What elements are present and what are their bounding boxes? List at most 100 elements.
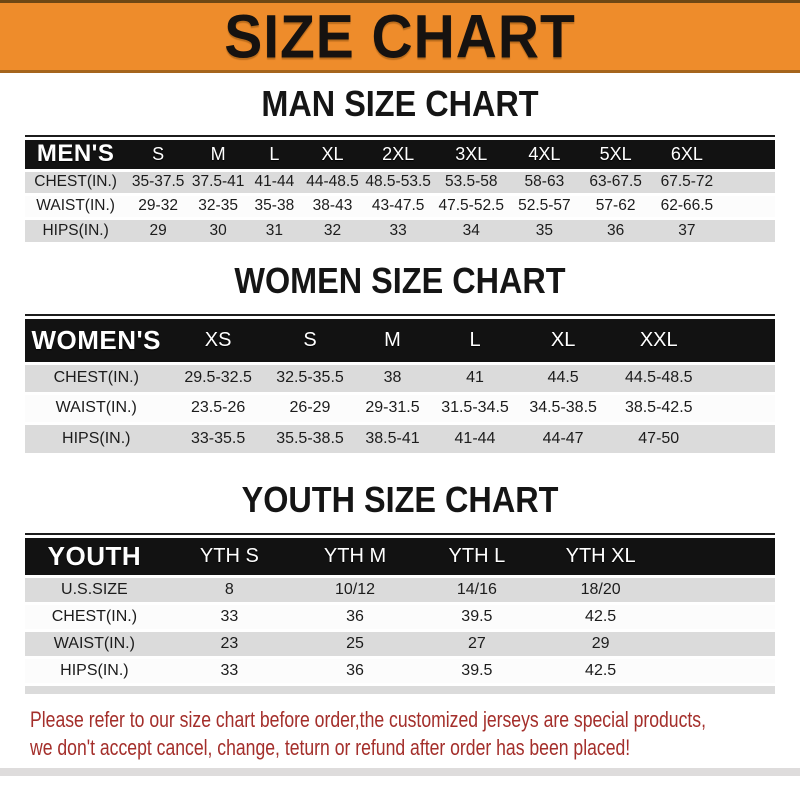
- header-cell: L: [433, 319, 517, 363]
- value-cell: 67.5-72: [651, 168, 723, 194]
- header-cell: YTH L: [415, 538, 539, 576]
- value-cell: 37: [651, 216, 723, 242]
- value-cell: 31.5-34.5: [433, 391, 517, 423]
- value-cell: 37.5-41: [190, 168, 247, 194]
- table-header-row: YOUTH YTH S YTH M YTH L YTH XL: [25, 538, 775, 576]
- youth-size-table: YOUTH YTH S YTH M YTH L YTH XL U.S.SIZE …: [25, 533, 775, 694]
- row-label-cell: CHEST(IN.): [25, 601, 164, 630]
- page-title: SIZE CHART: [224, 1, 576, 71]
- value-cell: 53.5-58: [433, 168, 509, 194]
- men-section-heading: MAN SIZE CHART: [0, 86, 800, 123]
- value-cell: 25: [295, 628, 415, 657]
- row-label-cell: HIPS(IN.): [25, 216, 127, 242]
- table-row: HIPS(IN.) 33 36 39.5 42.5: [25, 655, 775, 684]
- header-cell: XL: [302, 140, 363, 170]
- value-cell: 36: [295, 601, 415, 630]
- row-label-cell: WAIST(IN.): [25, 192, 127, 218]
- header-cell: 5XL: [580, 140, 652, 170]
- value-cell: 43-47.5: [362, 192, 434, 218]
- value-cell: 38-43: [302, 192, 363, 218]
- value-cell: 44-48.5: [302, 168, 363, 194]
- spacer-cell: [662, 655, 775, 684]
- header-cell: YOUTH: [25, 538, 164, 576]
- value-cell: 35: [508, 216, 580, 242]
- value-cell: 48.5-53.5: [362, 168, 434, 194]
- women-heading-text: WOMEN SIZE CHART: [234, 260, 566, 301]
- row-label-cell: CHEST(IN.): [25, 168, 127, 194]
- value-cell: 26-29: [268, 391, 352, 423]
- disclaimer-note: Please refer to our size chart before or…: [0, 706, 800, 762]
- value-cell: 58-63: [508, 168, 580, 194]
- women-section-heading: WOMEN SIZE CHART: [0, 260, 800, 301]
- table-row: WAIST(IN.) 23 25 27 29: [25, 628, 775, 657]
- header-cell: 6XL: [651, 140, 723, 170]
- header-cell: S: [126, 140, 190, 170]
- spacer-cell: [722, 140, 775, 170]
- value-cell: 44.5: [516, 361, 610, 393]
- header-cell: S: [268, 319, 352, 363]
- value-cell: 47.5-52.5: [433, 192, 509, 218]
- spacer-cell: [25, 682, 775, 694]
- value-cell: 32-35: [190, 192, 247, 218]
- header-cell: M: [351, 319, 434, 363]
- value-cell: 42.5: [538, 655, 663, 684]
- value-cell: 29-32: [126, 192, 190, 218]
- row-label-cell: U.S.SIZE: [25, 574, 164, 603]
- value-cell: 33: [163, 601, 295, 630]
- value-cell: 35.5-38.5: [268, 421, 352, 453]
- value-cell: 39.5: [415, 655, 539, 684]
- value-cell: 44.5-48.5: [610, 361, 708, 393]
- title-banner: SIZE CHART: [0, 0, 800, 73]
- header-cell: YTH M: [295, 538, 415, 576]
- value-cell: 29: [126, 216, 190, 242]
- value-cell: 14/16: [415, 574, 539, 603]
- table-top-rule: [25, 533, 775, 535]
- value-cell: 41-44: [433, 421, 517, 453]
- value-cell: 52.5-57: [508, 192, 580, 218]
- disclaimer-line-2: we don't accept cancel, change, teturn o…: [30, 735, 631, 760]
- youth-heading-text: YOUTH SIZE CHART: [241, 479, 559, 520]
- value-cell: 33: [163, 655, 295, 684]
- men-size-table: MEN'S S M L XL 2XL 3XL 4XL 5XL 6XL CHEST…: [25, 135, 775, 242]
- table-row: CHEST(IN.) 35-37.5 37.5-41 41-44 44-48.5…: [25, 168, 775, 194]
- spacer-cell: [662, 601, 775, 630]
- value-cell: 8: [163, 574, 295, 603]
- header-cell: XS: [167, 319, 269, 363]
- value-cell: 31: [246, 216, 303, 242]
- spacer-cell: [722, 216, 775, 242]
- table-top-rule: [25, 314, 775, 316]
- table-row: CHEST(IN.) 33 36 39.5 42.5: [25, 601, 775, 630]
- value-cell: 33-35.5: [167, 421, 269, 453]
- value-cell: 41-44: [246, 168, 303, 194]
- header-cell: M: [190, 140, 247, 170]
- spacer-cell: [722, 192, 775, 218]
- value-cell: 29.5-32.5: [167, 361, 269, 393]
- value-cell: 10/12: [295, 574, 415, 603]
- table-row: HIPS(IN.) 29 30 31 32 33 34 35 36 37: [25, 216, 775, 242]
- table-top-rule: [25, 135, 775, 137]
- header-cell: YTH S: [163, 538, 295, 576]
- value-cell: 42.5: [538, 601, 663, 630]
- value-cell: 29: [538, 628, 663, 657]
- header-cell: XL: [516, 319, 610, 363]
- header-cell: L: [246, 140, 303, 170]
- spacer-cell: [662, 574, 775, 603]
- value-cell: 34.5-38.5: [516, 391, 610, 423]
- value-cell: 35-37.5: [126, 168, 190, 194]
- value-cell: 32.5-35.5: [268, 361, 352, 393]
- table-header-row: WOMEN'S XS S M L XL XXL: [25, 319, 775, 363]
- spacer-cell: [707, 391, 775, 423]
- spacer-cell: [662, 628, 775, 657]
- value-cell: 18/20: [538, 574, 663, 603]
- table-row: WAIST(IN.) 23.5-26 26-29 29-31.5 31.5-34…: [25, 391, 775, 423]
- value-cell: 34: [433, 216, 509, 242]
- header-cell: WOMEN'S: [25, 319, 168, 363]
- row-label-cell: HIPS(IN.): [25, 655, 164, 684]
- value-cell: 62-66.5: [651, 192, 723, 218]
- spacer-cell: [662, 538, 775, 576]
- row-label-cell: HIPS(IN.): [25, 421, 168, 453]
- value-cell: 63-67.5: [580, 168, 652, 194]
- table-row: WAIST(IN.) 29-32 32-35 35-38 38-43 43-47…: [25, 192, 775, 218]
- bottom-edge-strip: [0, 768, 800, 776]
- disclaimer-line-1: Please refer to our size chart before or…: [30, 707, 706, 732]
